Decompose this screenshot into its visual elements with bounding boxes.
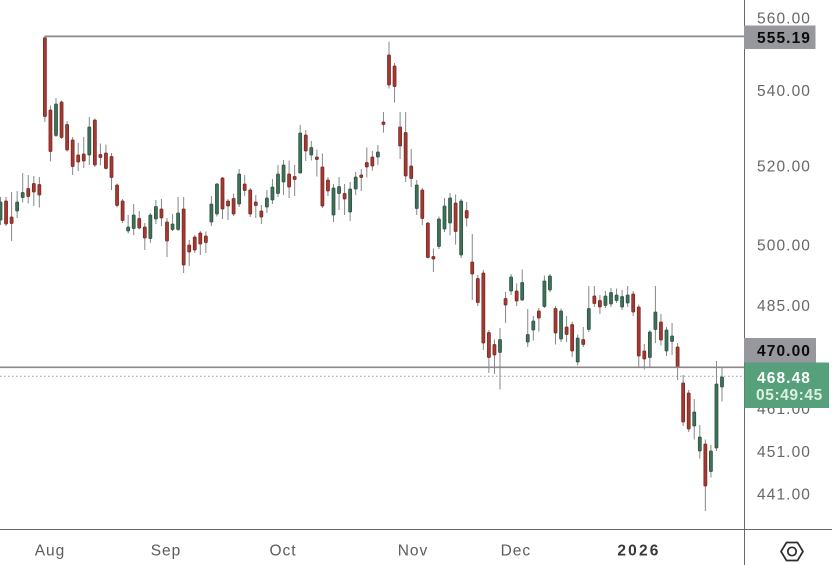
svg-text:540.00: 540.00 <box>757 83 811 100</box>
svg-text:470.00: 470.00 <box>757 343 811 360</box>
svg-text:451.00: 451.00 <box>757 444 811 461</box>
svg-text:05:49:45: 05:49:45 <box>756 387 823 404</box>
svg-text:Oct: Oct <box>269 543 296 560</box>
svg-text:560.00: 560.00 <box>757 11 811 28</box>
svg-text:520.00: 520.00 <box>757 159 811 176</box>
svg-text:Sep: Sep <box>151 543 182 560</box>
svg-text:Dec: Dec <box>501 543 532 560</box>
svg-text:Nov: Nov <box>398 543 429 560</box>
svg-text:Aug: Aug <box>35 543 66 560</box>
svg-text:555.19: 555.19 <box>757 30 811 47</box>
svg-text:2026: 2026 <box>617 543 660 560</box>
svg-text:441.00: 441.00 <box>757 487 811 504</box>
svg-text:468.48: 468.48 <box>757 370 811 387</box>
svg-text:500.00: 500.00 <box>757 238 811 255</box>
svg-text:485.00: 485.00 <box>757 298 811 315</box>
